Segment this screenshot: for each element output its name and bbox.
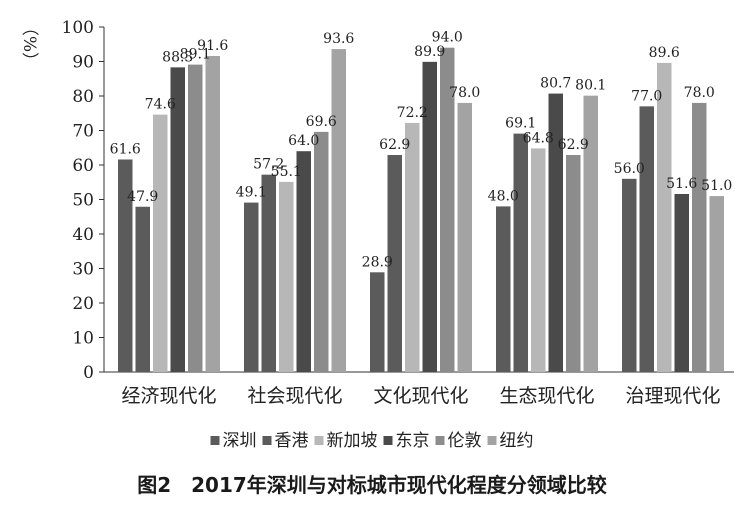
data-label: 88.3 [162, 49, 193, 65]
bar [639, 106, 654, 372]
y-tick-label: 100 [62, 18, 94, 38]
bar [548, 93, 563, 372]
x-category-label: 经济现代化 [121, 385, 216, 407]
bar [422, 61, 437, 373]
legend-item-label: 香港 [275, 431, 309, 451]
bar [583, 95, 598, 372]
bar [692, 102, 707, 373]
x-category-label: 治理现代化 [625, 385, 720, 407]
data-label: 69.6 [306, 114, 337, 130]
data-label: 64.0 [288, 133, 319, 149]
data-label: 89.6 [649, 45, 680, 61]
data-label: 57.2 [253, 157, 284, 173]
figure-caption: 图2 2017年深圳与对标城市现代化程度分领域比较 [137, 473, 607, 497]
data-label: 28.9 [362, 254, 393, 270]
data-label: 64.8 [523, 130, 554, 146]
bar [153, 114, 168, 372]
y-tick-label: 90 [72, 53, 94, 73]
bar [440, 47, 455, 372]
x-category-label: 社会现代化 [247, 385, 342, 407]
data-label: 56.0 [614, 161, 645, 177]
y-tick-label: 70 [72, 122, 94, 142]
data-label: 74.6 [145, 97, 176, 113]
bar [135, 206, 150, 372]
data-label: 89.1 [180, 47, 211, 63]
data-label: 61.6 [110, 141, 141, 157]
legend-swatch [210, 436, 220, 445]
y-tick-label: 40 [72, 225, 94, 245]
legend-item-label: 深圳 [223, 431, 257, 451]
data-label: 47.9 [127, 189, 158, 205]
bar [261, 174, 276, 372]
bar [622, 178, 637, 372]
data-label: 91.6 [197, 38, 228, 54]
bar [188, 64, 203, 373]
data-label: 89.9 [414, 44, 445, 60]
bar [457, 102, 472, 373]
bar [370, 272, 385, 372]
legend-item-label: 东京 [396, 431, 430, 451]
bar [314, 131, 329, 372]
y-tick-label: 0 [83, 363, 94, 383]
data-label: 51.0 [701, 178, 732, 194]
bar [709, 196, 724, 372]
legend: 深圳 香港 新加坡 东京 伦敦 纽约 [210, 431, 534, 451]
data-label: 94.0 [432, 30, 463, 46]
legend-item-label: 纽约 [500, 431, 534, 451]
data-label: 80.7 [540, 76, 571, 92]
bar [566, 155, 581, 372]
bar [513, 133, 528, 372]
y-tick-label: 30 [72, 260, 94, 280]
bar [331, 49, 346, 372]
y-tick-label: 60 [72, 156, 94, 176]
bar [674, 193, 689, 372]
y-tick-label: 20 [72, 294, 94, 314]
y-axis-unit-label: （%） [19, 19, 39, 69]
bar [531, 148, 546, 372]
legend-item-label: 伦敦 [448, 431, 482, 451]
data-label: 48.0 [488, 188, 519, 204]
data-label: 62.9 [379, 137, 410, 153]
data-label: 62.9 [558, 137, 589, 153]
data-label: 55.1 [271, 164, 302, 180]
data-label: 72.2 [397, 105, 428, 121]
data-label: 77.0 [631, 88, 662, 104]
data-label: 49.1 [236, 185, 267, 201]
legend-swatch [314, 436, 324, 445]
bar [296, 151, 311, 372]
axes: 0 10 20 30 40 50 60 70 80 90 100 经济现代化 社会现代化 文化现代化 生态现… [62, 18, 734, 407]
data-label: 69.1 [505, 116, 536, 132]
legend-item-label: 新加坡 [327, 431, 378, 451]
legend-swatch [262, 436, 272, 445]
bar [118, 159, 133, 372]
bars [118, 47, 724, 373]
data-label: 51.6 [666, 176, 697, 192]
bar [387, 155, 402, 372]
bar [496, 206, 511, 372]
bar [170, 67, 185, 373]
bar [244, 202, 259, 372]
data-label: 80.1 [575, 78, 606, 94]
y-tick-label: 50 [72, 191, 94, 211]
data-label: 93.6 [323, 31, 354, 47]
data-label: 78.0 [684, 85, 715, 101]
x-category-label: 文化现代化 [373, 385, 468, 407]
y-tick-label: 80 [72, 87, 94, 107]
legend-swatch [383, 436, 393, 445]
legend-swatch [487, 436, 497, 445]
bar [657, 62, 672, 372]
data-labels: 61.6 47.9 74.6 88.389.191.6 49.1 57.255.1 64.0… [110, 30, 733, 271]
bar [405, 122, 420, 372]
legend-swatch [435, 436, 445, 445]
x-category-label: 生态现代化 [499, 385, 594, 407]
y-tick-label: 10 [72, 329, 94, 349]
bar [205, 55, 220, 372]
bar [279, 181, 294, 372]
data-label: 78.0 [449, 85, 480, 101]
